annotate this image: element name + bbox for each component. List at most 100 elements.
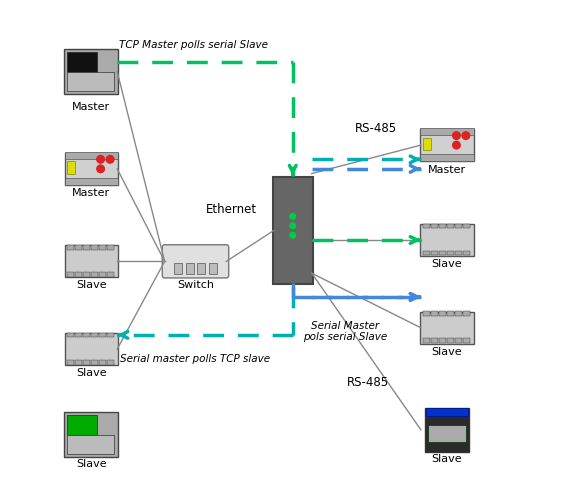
FancyBboxPatch shape [426,408,468,416]
FancyBboxPatch shape [455,312,462,316]
Circle shape [97,156,104,163]
FancyBboxPatch shape [439,312,446,316]
FancyBboxPatch shape [67,52,97,72]
FancyBboxPatch shape [83,272,90,277]
Text: RS-485: RS-485 [355,122,397,135]
FancyBboxPatch shape [67,161,75,174]
FancyBboxPatch shape [99,360,106,364]
FancyBboxPatch shape [463,224,469,228]
FancyBboxPatch shape [65,178,118,185]
FancyBboxPatch shape [423,338,430,343]
FancyBboxPatch shape [273,178,313,284]
FancyBboxPatch shape [99,245,106,250]
FancyBboxPatch shape [209,263,217,274]
FancyBboxPatch shape [91,333,98,337]
Circle shape [290,223,295,228]
FancyBboxPatch shape [75,272,82,277]
FancyBboxPatch shape [173,263,181,274]
FancyBboxPatch shape [67,72,114,91]
FancyBboxPatch shape [431,224,438,228]
FancyBboxPatch shape [431,312,438,316]
Text: Slave: Slave [76,368,107,378]
FancyBboxPatch shape [65,333,118,365]
FancyBboxPatch shape [420,312,473,344]
FancyBboxPatch shape [99,272,106,277]
FancyBboxPatch shape [65,245,118,277]
Circle shape [462,132,469,139]
FancyBboxPatch shape [83,360,90,364]
Text: Slave: Slave [76,459,107,469]
Circle shape [107,156,114,163]
Text: Switch: Switch [177,280,214,290]
FancyBboxPatch shape [428,424,466,442]
FancyBboxPatch shape [91,360,98,364]
Text: Master: Master [428,165,466,175]
FancyBboxPatch shape [198,263,206,274]
FancyBboxPatch shape [423,138,431,150]
FancyBboxPatch shape [64,412,118,457]
Text: Slave: Slave [431,347,463,357]
FancyBboxPatch shape [83,333,90,337]
Text: TCP Master polls serial Slave: TCP Master polls serial Slave [119,40,268,50]
FancyBboxPatch shape [107,333,114,337]
Text: Serial Master
pols serial Slave: Serial Master pols serial Slave [303,321,387,342]
Text: RS-485: RS-485 [347,376,389,389]
FancyBboxPatch shape [99,333,106,337]
FancyBboxPatch shape [162,245,229,278]
FancyBboxPatch shape [420,224,473,256]
FancyBboxPatch shape [107,360,114,364]
FancyBboxPatch shape [67,333,74,337]
Text: Serial master polls TCP slave: Serial master polls TCP slave [120,354,271,364]
Text: Ethernet: Ethernet [206,203,257,216]
FancyBboxPatch shape [463,338,469,343]
FancyBboxPatch shape [91,272,98,277]
FancyBboxPatch shape [447,224,454,228]
FancyBboxPatch shape [431,251,438,255]
FancyBboxPatch shape [67,360,74,364]
FancyBboxPatch shape [439,224,446,228]
FancyBboxPatch shape [455,338,462,343]
FancyBboxPatch shape [420,155,473,161]
FancyBboxPatch shape [67,272,74,277]
FancyBboxPatch shape [65,152,118,158]
FancyBboxPatch shape [447,338,454,343]
FancyBboxPatch shape [185,263,194,274]
Text: Slave: Slave [431,454,463,464]
Circle shape [290,232,295,238]
Circle shape [290,214,295,219]
FancyBboxPatch shape [439,338,446,343]
Text: Master: Master [72,188,110,198]
FancyBboxPatch shape [447,312,454,316]
FancyBboxPatch shape [91,245,98,250]
FancyBboxPatch shape [67,245,74,250]
FancyBboxPatch shape [67,415,97,435]
FancyBboxPatch shape [439,251,446,255]
FancyBboxPatch shape [420,128,473,135]
Text: Slave: Slave [431,259,463,269]
FancyBboxPatch shape [107,245,114,250]
Circle shape [97,165,104,173]
FancyBboxPatch shape [455,251,462,255]
FancyBboxPatch shape [107,272,114,277]
FancyBboxPatch shape [463,312,469,316]
FancyBboxPatch shape [65,153,118,185]
Text: Slave: Slave [76,280,107,290]
FancyBboxPatch shape [455,224,462,228]
Circle shape [453,141,460,149]
FancyBboxPatch shape [423,251,430,255]
FancyBboxPatch shape [67,435,114,454]
FancyBboxPatch shape [423,312,430,316]
FancyBboxPatch shape [75,333,82,337]
FancyBboxPatch shape [64,49,118,94]
FancyBboxPatch shape [423,224,430,228]
FancyBboxPatch shape [83,245,90,250]
FancyBboxPatch shape [75,360,82,364]
FancyBboxPatch shape [425,408,469,452]
FancyBboxPatch shape [431,338,438,343]
Text: Master: Master [72,102,110,112]
FancyBboxPatch shape [75,245,82,250]
Circle shape [453,132,460,139]
FancyBboxPatch shape [447,251,454,255]
FancyBboxPatch shape [420,129,473,161]
FancyBboxPatch shape [463,251,469,255]
